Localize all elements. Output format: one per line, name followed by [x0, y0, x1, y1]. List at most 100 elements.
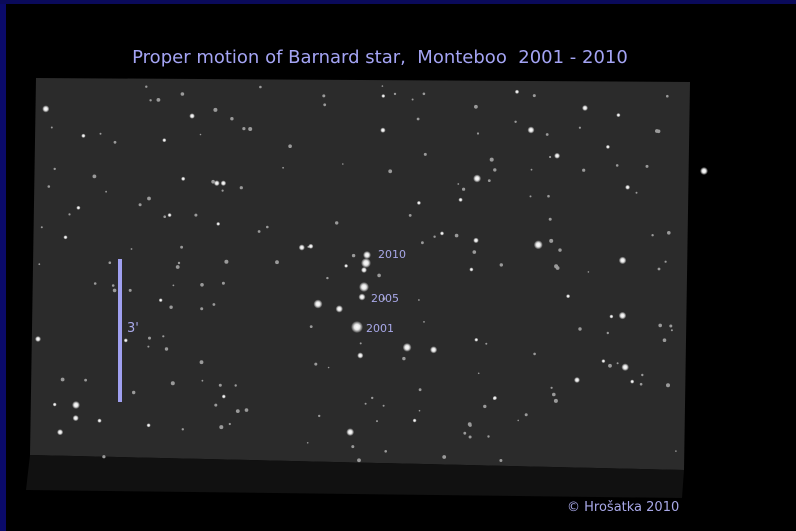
star	[221, 281, 225, 285]
epoch-label: 2010	[378, 248, 406, 261]
star	[472, 250, 477, 254]
star	[200, 283, 204, 287]
star	[675, 450, 677, 452]
star	[194, 213, 198, 217]
star	[130, 248, 133, 250]
star	[298, 244, 305, 251]
star	[670, 329, 673, 332]
star	[323, 103, 327, 107]
star	[442, 455, 447, 459]
star	[50, 126, 53, 129]
star	[376, 420, 378, 423]
star	[606, 331, 609, 335]
star	[167, 213, 172, 218]
star	[40, 226, 43, 229]
star	[527, 126, 535, 134]
star	[549, 238, 554, 243]
star	[63, 235, 68, 240]
star	[412, 418, 417, 423]
star	[658, 323, 662, 328]
star	[234, 384, 237, 387]
star	[175, 265, 180, 269]
star	[382, 404, 385, 407]
star	[72, 401, 80, 409]
star	[327, 366, 330, 369]
star	[402, 356, 406, 361]
star	[454, 233, 459, 238]
star	[180, 245, 184, 249]
star	[381, 85, 384, 87]
star	[529, 195, 532, 198]
star	[566, 294, 571, 299]
star	[492, 395, 498, 401]
star	[200, 307, 204, 311]
star	[553, 398, 558, 403]
dark-band	[26, 455, 684, 498]
star	[371, 396, 374, 400]
star	[147, 196, 151, 201]
star	[554, 152, 561, 159]
star	[630, 379, 635, 384]
star	[97, 418, 102, 423]
star	[112, 288, 117, 293]
star	[38, 263, 41, 266]
left-border	[0, 0, 6, 531]
star	[111, 284, 115, 287]
star	[549, 155, 552, 159]
star	[463, 431, 467, 435]
star	[645, 164, 649, 168]
star	[377, 273, 381, 278]
star	[149, 99, 152, 102]
star	[462, 187, 466, 191]
star	[582, 105, 588, 111]
star	[216, 221, 221, 226]
star	[473, 174, 482, 183]
star	[224, 259, 229, 264]
star	[308, 243, 314, 249]
star	[582, 168, 586, 172]
credit: © Hrošatka 2010	[567, 500, 679, 515]
star	[181, 176, 186, 181]
star	[388, 169, 393, 174]
star	[199, 133, 202, 136]
star	[411, 98, 414, 101]
star	[213, 180, 220, 187]
star	[60, 377, 65, 382]
star	[489, 157, 494, 162]
top-border	[0, 0, 796, 4]
star	[635, 191, 638, 194]
star	[306, 442, 309, 444]
star	[558, 248, 562, 252]
star	[132, 390, 136, 395]
scale-bar	[118, 259, 122, 402]
star	[357, 352, 364, 359]
star	[493, 168, 497, 172]
star	[163, 215, 166, 218]
star	[213, 107, 218, 112]
star	[180, 92, 185, 96]
star	[201, 379, 204, 382]
star	[93, 282, 97, 285]
star	[524, 413, 528, 417]
star	[172, 284, 175, 287]
star	[361, 258, 371, 268]
star	[113, 140, 117, 144]
star	[474, 104, 478, 109]
star	[335, 305, 343, 313]
star	[423, 321, 425, 323]
star	[248, 127, 253, 131]
star	[380, 127, 386, 133]
star	[433, 235, 436, 238]
star	[42, 105, 50, 113]
star	[162, 138, 167, 143]
star	[359, 342, 362, 345]
star	[351, 253, 356, 258]
star	[239, 186, 243, 190]
star	[547, 194, 550, 198]
star	[616, 362, 619, 365]
star	[639, 382, 643, 386]
star	[84, 378, 87, 382]
star	[532, 94, 536, 98]
